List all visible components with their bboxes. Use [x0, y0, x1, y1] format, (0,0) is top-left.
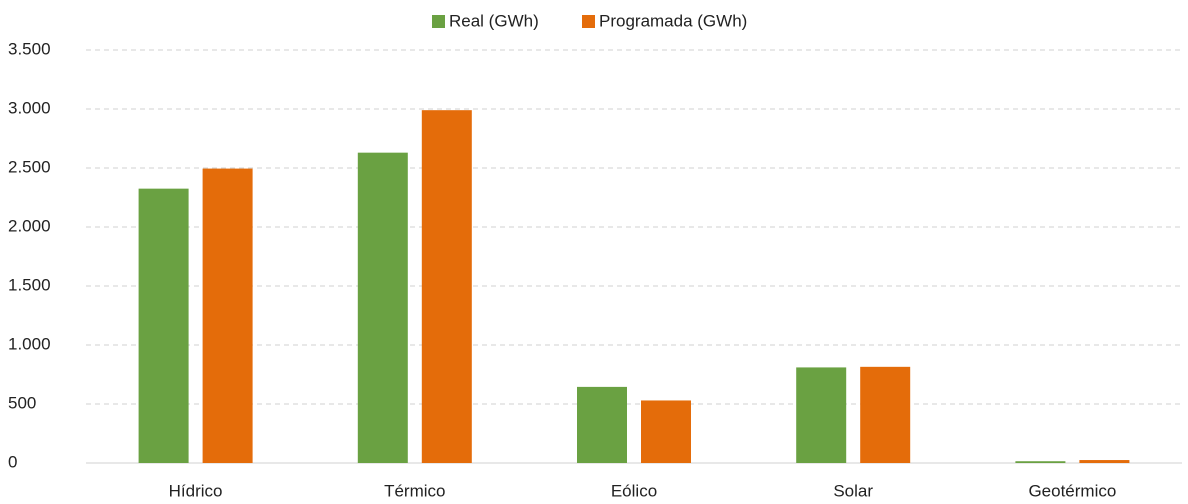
y-tick-label: 1.500 [8, 275, 51, 294]
y-tick-label: 2.500 [8, 157, 51, 176]
y-tick-label: 2.000 [8, 216, 51, 235]
bar [421, 110, 472, 464]
bar [357, 152, 408, 463]
legend-label: Real (GWh) [449, 11, 539, 30]
y-tick-label: 0 [8, 452, 17, 471]
bar [138, 188, 189, 463]
bar [1015, 461, 1066, 463]
x-tick-label: Térmico [384, 481, 445, 500]
legend-label: Programada (GWh) [599, 11, 747, 30]
legend-swatch [582, 15, 595, 28]
bar [860, 366, 911, 463]
y-tick-label: 500 [8, 393, 36, 412]
bar [1079, 460, 1130, 463]
x-tick-label: Hídrico [169, 481, 223, 500]
bar [202, 168, 253, 463]
x-tick-label: Solar [833, 481, 873, 500]
bar [796, 367, 847, 463]
x-tick-label: Eólico [611, 481, 657, 500]
y-tick-label: 3.000 [8, 98, 51, 117]
y-tick-label: 1.000 [8, 334, 51, 353]
y-tick-label: 3.500 [8, 39, 51, 58]
bar [641, 400, 691, 463]
legend-swatch [432, 15, 445, 28]
bar [577, 386, 627, 463]
x-tick-label: Geotérmico [1028, 481, 1116, 500]
